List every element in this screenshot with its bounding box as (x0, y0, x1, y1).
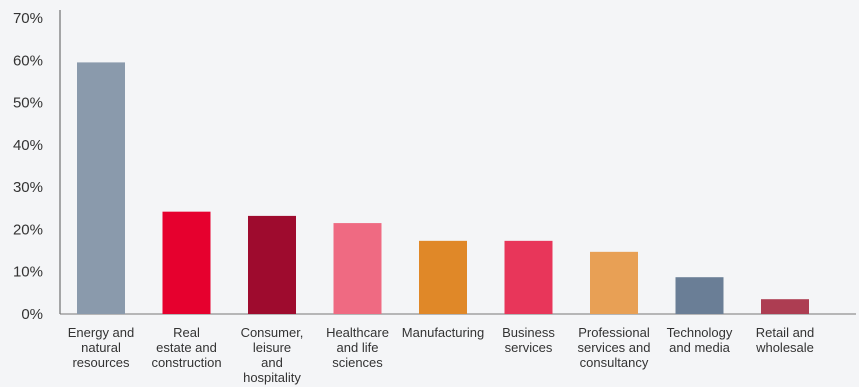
bar (248, 215, 296, 314)
y-tick-label: 50% (13, 95, 43, 112)
bar (162, 211, 211, 314)
bars (77, 62, 809, 315)
category-label: Consumer, leisure and hospitality (241, 325, 304, 385)
category-label: Energy and natural resources (68, 325, 135, 370)
y-tick-label: 30% (13, 179, 43, 196)
category-label: Technology and media (667, 325, 733, 355)
category-label: Real estate and construction (151, 325, 221, 370)
bar (333, 223, 382, 314)
bar (77, 62, 125, 315)
bar (419, 240, 467, 314)
bar (761, 299, 809, 314)
bar (590, 251, 638, 314)
bar (675, 277, 724, 314)
bar (504, 240, 553, 314)
category-label: Manufacturing (402, 325, 484, 340)
category-label: Healthcare and life sciences (326, 325, 389, 370)
category-label: Professional services and consultancy (578, 325, 651, 370)
y-tick-label: 40% (13, 137, 43, 154)
y-tick-label: 60% (13, 52, 43, 69)
y-tick-labels: 0% 10% 20% 30% 40% 50% 60% 70% (13, 10, 43, 323)
y-tick-label: 0% (21, 306, 43, 323)
y-tick-label: 20% (13, 221, 43, 238)
category-label: Retail and wholesale (755, 325, 814, 355)
category-label: Business services (502, 325, 555, 355)
y-tick-label: 10% (13, 264, 43, 281)
y-tick-label: 70% (13, 10, 43, 27)
category-labels: Energy and natural resources Real estate and… (68, 325, 815, 385)
